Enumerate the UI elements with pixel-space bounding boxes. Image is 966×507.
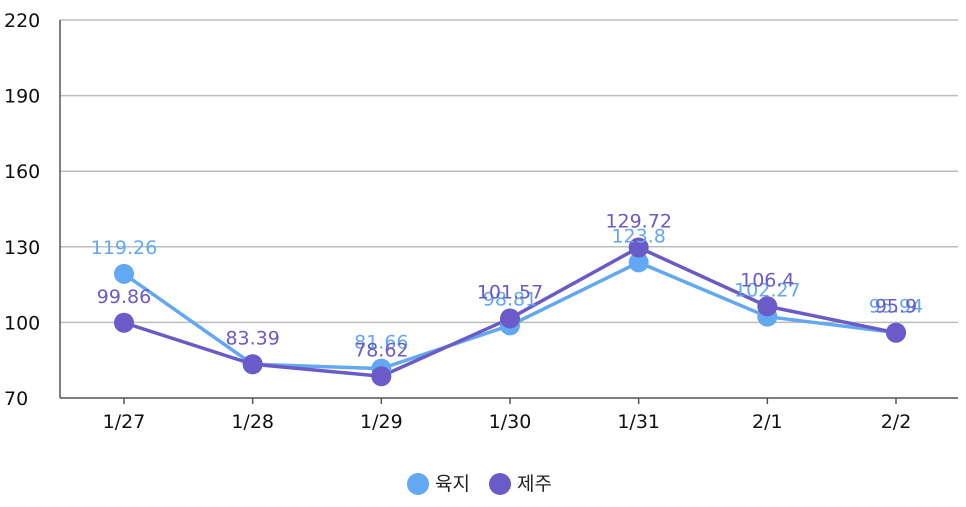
data-label-0-0: 119.26 <box>91 237 157 259</box>
data-label-0-2: 81.66 <box>354 332 408 354</box>
data-label-1-5: 106.4 <box>740 269 794 291</box>
x-tick-label-1/27: 1/27 <box>103 411 146 433</box>
data-point-1-6 <box>886 322 906 343</box>
data-point-1-2 <box>371 366 392 387</box>
y-tick-label-220: 220 <box>4 10 40 32</box>
legend[interactable]: 육지 제주 <box>407 473 552 495</box>
data-labels: 119.26 81.66 98.81 123.8 102.27 95.94 99.86 83.… <box>91 211 923 362</box>
data-label-1-6: 95.9 <box>875 296 917 318</box>
y-axis: 70 100 130 160 190 220 <box>4 10 61 410</box>
y-tick-label-160: 160 <box>4 161 40 183</box>
x-tick-label-1/29: 1/29 <box>360 411 403 433</box>
series-layer <box>114 237 906 387</box>
data-point-1-5 <box>757 296 778 317</box>
data-label-0-4: 123.8 <box>611 225 665 247</box>
legend-label-0[interactable]: 육지 <box>435 473 470 495</box>
data-point-1-4 <box>628 237 649 258</box>
y-tick-label-100: 100 <box>4 312 40 334</box>
data-label-1-1: 83.39 <box>225 327 279 349</box>
legend-label-1[interactable]: 제주 <box>517 473 552 495</box>
data-point-1-3 <box>500 308 520 329</box>
data-label-1-3: 101.57 <box>477 281 543 303</box>
y-tick-label-70: 70 <box>4 388 28 410</box>
data-label-1-4: 129.72 <box>605 211 671 233</box>
y-tick-label-130: 130 <box>4 237 40 259</box>
x-tick-label-1/28: 1/28 <box>231 411 274 433</box>
data-point-1-0 <box>114 312 134 333</box>
legend-marker-1 <box>489 473 511 495</box>
x-tick-label-2/2: 2/2 <box>881 411 912 433</box>
x-tick-label-1/30: 1/30 <box>489 411 532 433</box>
data-label-0-6: 95.94 <box>869 296 923 318</box>
x-axis: 1/27 1/28 1/29 1/30 1/31 2/1 2/2 <box>60 397 958 433</box>
data-point-0-0 <box>114 263 134 284</box>
legend-marker-0 <box>407 473 429 495</box>
data-label-1-0: 99.86 <box>97 286 151 308</box>
data-label-1-2: 78.62 <box>354 339 408 361</box>
data-point-0-4 <box>628 252 649 273</box>
data-point-1-1 <box>242 354 263 375</box>
data-label-0-5: 102.27 <box>734 280 800 302</box>
y-tick-label-190: 190 <box>4 86 40 108</box>
x-tick-label-1/31: 1/31 <box>617 411 660 433</box>
data-label-0-3: 98.81 <box>483 288 537 310</box>
gridlines <box>60 19 958 324</box>
x-tick-label-2/1: 2/1 <box>752 411 783 433</box>
